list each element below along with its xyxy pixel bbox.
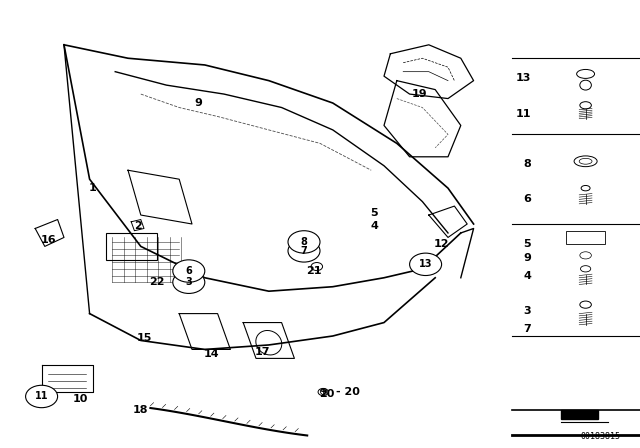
Text: 13: 13 [419,259,433,269]
Text: 11: 11 [35,392,49,401]
Circle shape [173,260,205,282]
Text: 22: 22 [149,277,164,287]
Ellipse shape [311,263,323,271]
Text: ⊕: ⊕ [319,387,328,397]
Text: 18: 18 [133,405,148,415]
Text: 15: 15 [136,333,152,343]
Text: 3: 3 [524,306,531,316]
Text: 19: 19 [412,89,427,99]
Text: 4: 4 [524,271,531,280]
Text: 2: 2 [134,221,141,231]
Bar [106,233,157,260]
Text: 13: 13 [516,73,531,83]
Text: 8: 8 [524,159,531,168]
Text: 8: 8 [301,237,307,247]
Text: 17: 17 [255,347,270,357]
Circle shape [173,271,205,293]
Text: 14: 14 [204,349,219,359]
Text: 7: 7 [524,324,531,334]
Text: 7: 7 [301,246,307,256]
Text: 21: 21 [306,266,321,276]
Text: 10: 10 [72,394,88,404]
Text: 00183815: 00183815 [581,432,621,441]
Circle shape [26,385,58,408]
Text: - 20: - 20 [336,387,360,397]
Text: 5: 5 [371,208,378,218]
Text: 9: 9 [195,98,202,108]
Text: 6: 6 [524,194,531,204]
Text: 6: 6 [186,266,192,276]
Text: 20: 20 [319,389,334,399]
Text: 1: 1 [89,183,97,193]
Circle shape [288,240,320,262]
Polygon shape [561,410,598,419]
Text: 5: 5 [524,239,531,249]
Circle shape [410,253,442,276]
Text: 3: 3 [186,277,192,287]
Text: 12: 12 [434,239,449,249]
Bar [566,231,605,244]
Ellipse shape [318,388,328,396]
Text: 11: 11 [516,109,531,119]
Text: 4: 4 [371,221,378,231]
Text: 9: 9 [524,253,531,263]
Text: 16: 16 [40,235,56,245]
Circle shape [288,231,320,253]
